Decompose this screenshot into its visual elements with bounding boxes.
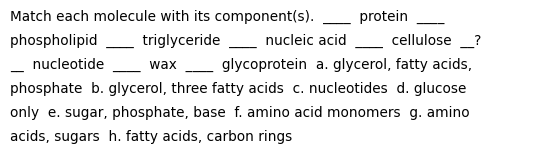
Text: phosphate  b. glycerol, three fatty acids  c. nucleotides  d. glucose: phosphate b. glycerol, three fatty acids… [10, 82, 466, 96]
Text: __  nucleotide  ____  wax  ____  glycoprotein  a. glycerol, fatty acids,: __ nucleotide ____ wax ____ glycoprotein… [10, 58, 472, 72]
Text: phospholipid  ____  triglyceride  ____  nucleic acid  ____  cellulose  __?: phospholipid ____ triglyceride ____ nucl… [10, 34, 482, 48]
Text: Match each molecule with its component(s).  ____  protein  ____: Match each molecule with its component(s… [10, 10, 444, 24]
Text: acids, sugars  h. fatty acids, carbon rings: acids, sugars h. fatty acids, carbon rin… [10, 130, 292, 144]
Text: only  e. sugar, phosphate, base  f. amino acid monomers  g. amino: only e. sugar, phosphate, base f. amino … [10, 106, 470, 120]
